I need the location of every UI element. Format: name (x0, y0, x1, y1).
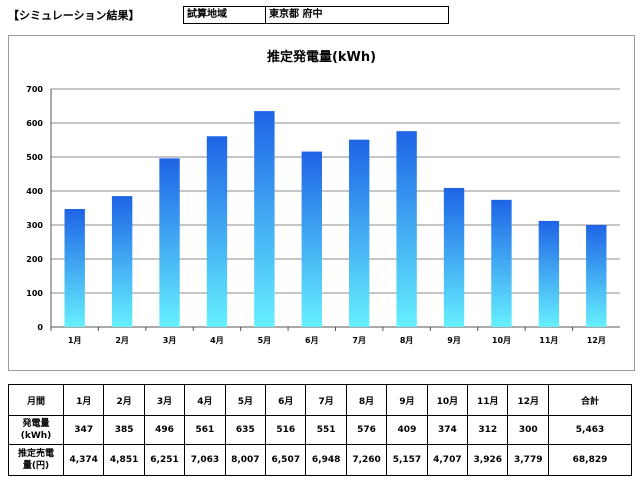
area-value: 東京都 府中 (269, 9, 323, 20)
y-tick-label: 600 (26, 119, 43, 128)
y-tick-label: 0 (37, 323, 43, 332)
gen-value-cell: 300 (507, 415, 549, 445)
yen-value-cell: 3,779 (507, 444, 549, 476)
x-tick-label: 10月 (492, 336, 511, 345)
x-tick-label: 3月 (163, 336, 177, 345)
bar-6 (301, 151, 322, 327)
table-row-generation: 発電量 (kWh) 347 385 496 561 635 516 551 576 409 374… (8, 415, 632, 445)
month-header-cell: 8月 (345, 384, 388, 416)
yen-value-cell: 7,063 (184, 444, 226, 476)
x-tick-label: 4月 (210, 336, 224, 345)
month-header-cell: 3月 (143, 384, 186, 416)
x-tick-label: 8月 (400, 336, 414, 345)
yen-value-cell: 6,948 (305, 444, 347, 476)
month-header-cell: 5月 (224, 384, 267, 416)
table-row-revenue: 推定売電 量(円) 4,374 4,851 6,251 7,063 8,007 6,507… (8, 444, 632, 476)
x-tick-label: 9月 (447, 336, 461, 345)
x-tick-label: 5月 (258, 336, 272, 345)
month-header-cell: 4月 (184, 384, 226, 416)
y-tick-label: 700 (26, 85, 43, 94)
y-tick-label: 100 (26, 289, 43, 298)
x-tick-label: 12月 (587, 336, 606, 345)
x-tick-label: 7月 (352, 336, 366, 345)
bar-7 (349, 139, 370, 327)
data-table: 月間 1月 2月 3月 4月 5月 6月 7月 8月 9月 10月 11月 12月 合計 発電量 (kW… (8, 384, 632, 476)
yen-label-line1: 推定売電 (17, 449, 54, 459)
month-header-cell: 12月 (507, 384, 549, 416)
yen-label-cell: 推定売電 量(円) (8, 444, 64, 476)
yen-value-cell: 3,926 (467, 444, 509, 476)
bar-2 (111, 196, 133, 327)
x-tick-label: 2月 (115, 336, 129, 345)
gen-value-cell: 516 (265, 415, 307, 445)
gen-value-cell: 312 (467, 415, 509, 445)
month-header-cell: 10月 (426, 384, 469, 416)
gen-value-cell: 409 (386, 415, 428, 445)
page-title: 【シミュレーション結果】 (8, 9, 140, 22)
yen-value-cell: 8,007 (224, 444, 267, 476)
bar-12 (586, 225, 607, 327)
gen-value-cell: 347 (62, 415, 105, 445)
month-header-cell: 月間 (8, 384, 64, 416)
y-tick-label: 500 (26, 153, 43, 162)
gen-total-cell: 5,463 (548, 415, 632, 445)
bar-5 (254, 111, 275, 327)
gen-value-cell: 385 (103, 415, 145, 445)
yen-value-cell: 6,507 (265, 444, 307, 476)
month-header-cell: 7月 (305, 384, 347, 416)
gen-value-cell: 551 (305, 415, 347, 445)
yen-value-cell: 5,157 (386, 444, 428, 476)
gen-label-cell: 発電量 (kWh) (8, 415, 64, 445)
yen-value-cell: 4,374 (62, 444, 105, 476)
x-tick-label: 11月 (539, 336, 558, 345)
gen-value-cell: 496 (143, 415, 186, 445)
bar-10 (491, 199, 512, 327)
bar-chart: 1月 2月 3月 4月 5月 6月 7月 8月 9月 10月 11月 12月 0 100 200 300 40… (26, 85, 620, 345)
bar-11 (538, 220, 560, 327)
gen-value-cell: 576 (345, 415, 388, 445)
bar-8 (396, 131, 417, 327)
y-tick-label: 200 (26, 255, 43, 264)
gen-value-cell: 374 (426, 415, 469, 445)
total-header-cell: 合計 (548, 384, 632, 416)
yen-label-line2: 量(円) (22, 461, 50, 471)
area-box: 試算地域 東京都 府中 (183, 6, 449, 24)
y-tick-label: 400 (26, 187, 43, 196)
yen-value-cell: 7,260 (345, 444, 388, 476)
yen-value-cell: 6,251 (143, 444, 186, 476)
month-header-cell: 1月 (62, 384, 105, 416)
bar-4 (206, 136, 228, 327)
month-header-cell: 9月 (386, 384, 428, 416)
area-label: 試算地域 (184, 7, 266, 23)
month-header-cell: 11月 (467, 384, 509, 416)
yen-value-cell: 4,707 (426, 444, 469, 476)
chart-frame: 推定発電量(kWh) 1月 2月 3月 4月 5月 6月 7月 8月 9月 10月 11月 12月 0… (8, 35, 635, 371)
y-tick-label: 300 (26, 221, 43, 230)
month-header-cell: 6月 (265, 384, 307, 416)
bar-9 (443, 187, 465, 327)
gen-value-cell: 561 (184, 415, 226, 445)
gen-label-line1: 発電量 (22, 419, 50, 429)
x-tick-label: 1月 (68, 336, 82, 345)
bar-3 (159, 158, 180, 327)
table-header-row: 月間 1月 2月 3月 4月 5月 6月 7月 8月 9月 10月 11月 12月 合計 (8, 384, 632, 416)
bar-1 (64, 209, 85, 327)
gen-label-line2: (kWh) (20, 431, 52, 441)
gen-value-cell: 635 (224, 415, 267, 445)
month-header-cell: 2月 (103, 384, 145, 416)
chart-title: 推定発電量(kWh) (266, 50, 377, 65)
yen-value-cell: 4,851 (103, 444, 145, 476)
x-tick-label: 6月 (305, 336, 319, 345)
yen-total-cell: 68,829 (548, 444, 632, 476)
